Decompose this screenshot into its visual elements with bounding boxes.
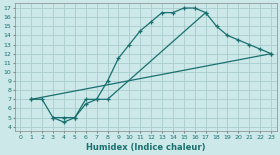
X-axis label: Humidex (Indice chaleur): Humidex (Indice chaleur) bbox=[86, 143, 206, 152]
